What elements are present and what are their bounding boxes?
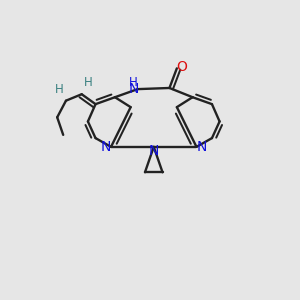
Text: N: N — [148, 144, 159, 158]
Text: O: O — [176, 60, 187, 74]
Text: N: N — [100, 140, 111, 154]
Text: N: N — [197, 140, 207, 154]
Text: H: H — [84, 76, 93, 89]
Text: H: H — [55, 82, 63, 96]
Text: H: H — [129, 76, 138, 89]
Text: N: N — [128, 82, 139, 96]
